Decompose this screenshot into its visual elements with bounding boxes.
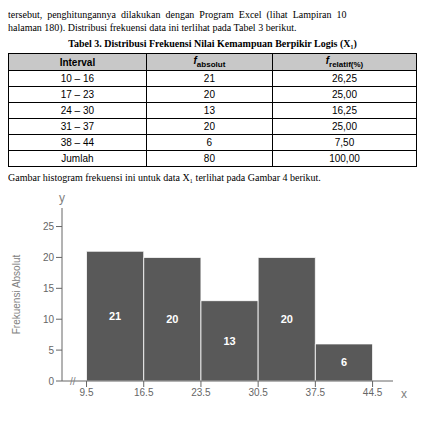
html-text:10 – 16: 10 – 16 xyxy=(60,73,95,84)
svg-text:6: 6 xyxy=(341,356,347,368)
svg-text:16.5: 16.5 xyxy=(134,387,154,398)
html-text:25,00: 25,00 xyxy=(332,89,357,100)
html-text:Gambar histogram frekuensi ini: Gambar histogram frekuensi ini untuk dat… xyxy=(8,172,321,183)
html-text:tersebut, penghitungannya dila: tersebut, penghitungannya dilakukan deng… xyxy=(8,9,347,20)
svg-text:0: 0 xyxy=(48,376,54,387)
html-text:21: 21 xyxy=(203,73,215,84)
svg-text:37.5: 37.5 xyxy=(306,387,326,398)
svg-text:20: 20 xyxy=(281,313,293,325)
svg-text://: // xyxy=(70,376,76,387)
svg-text:9.5: 9.5 xyxy=(80,387,94,398)
html-text:20: 20 xyxy=(203,121,215,132)
html-text:fabsolut: fabsolut xyxy=(193,55,226,69)
svg-text:Frekuensi Absolut: Frekuensi Absolut xyxy=(11,255,22,335)
html-text:Interval: Interval xyxy=(59,56,96,68)
html-text:20: 20 xyxy=(203,89,215,100)
html-text:100,00: 100,00 xyxy=(329,153,360,164)
html-text:frelatif(%): frelatif(%) xyxy=(325,55,364,69)
svg-text:25: 25 xyxy=(43,221,55,232)
html-text:80: 80 xyxy=(203,153,215,164)
html-text:halaman 180). Distribusi freku: halaman 180). Distribusi frekuensi data … xyxy=(8,22,297,33)
svg-text:13: 13 xyxy=(223,335,235,347)
html-text:17 – 23: 17 – 23 xyxy=(60,89,95,100)
svg-text:5: 5 xyxy=(48,345,54,356)
html-text:24 – 30: 24 – 30 xyxy=(60,105,95,116)
svg-text:15: 15 xyxy=(43,283,55,294)
html-text:13: 13 xyxy=(203,105,215,116)
html-text:Jumlah: Jumlah xyxy=(61,153,94,164)
svg-text:10: 10 xyxy=(43,314,55,325)
html-text:31 – 37: 31 – 37 xyxy=(60,121,95,132)
html-text:7,50: 7,50 xyxy=(334,137,355,148)
html-text:25,00: 25,00 xyxy=(332,121,357,132)
svg-text:21: 21 xyxy=(109,310,121,322)
svg-text:x: x xyxy=(401,387,407,401)
svg-text:20: 20 xyxy=(43,252,55,263)
html-text:Tabel 3. Distribusi Frekuensi: Tabel 3. Distribusi Frekuensi Nilai Kema… xyxy=(68,38,357,49)
svg-text:44.5: 44.5 xyxy=(363,387,383,398)
html-text:6: 6 xyxy=(206,137,213,148)
svg-text:23.5: 23.5 xyxy=(191,387,211,398)
html-text:26,25: 26,25 xyxy=(332,73,357,84)
html-text:38 – 44: 38 – 44 xyxy=(60,137,95,148)
svg-text:y: y xyxy=(59,191,65,205)
html-text:16,25: 16,25 xyxy=(332,105,357,116)
svg-text:20: 20 xyxy=(166,313,178,325)
svg-text:30.5: 30.5 xyxy=(248,387,268,398)
